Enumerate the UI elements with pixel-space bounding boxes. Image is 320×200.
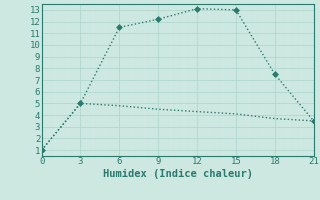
- X-axis label: Humidex (Indice chaleur): Humidex (Indice chaleur): [103, 169, 252, 179]
